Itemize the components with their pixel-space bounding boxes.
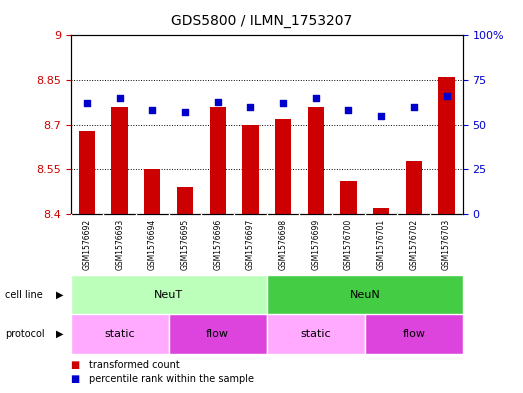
Text: ▶: ▶: [56, 290, 64, 300]
Point: [213, 98, 222, 105]
Text: GSM1576703: GSM1576703: [442, 219, 451, 270]
Bar: [438, 77, 454, 214]
Text: percentile rank within the sample: percentile rank within the sample: [89, 374, 254, 384]
Text: GSM1576695: GSM1576695: [180, 219, 189, 270]
Bar: [242, 125, 258, 214]
Text: flow: flow: [402, 329, 425, 339]
Bar: [210, 107, 226, 214]
Point: [279, 100, 287, 107]
Bar: [79, 131, 95, 214]
Point: [148, 107, 156, 114]
Text: GSM1576702: GSM1576702: [410, 219, 418, 270]
Text: GSM1576694: GSM1576694: [148, 219, 157, 270]
Text: ■: ■: [71, 374, 80, 384]
Bar: [365, 314, 463, 354]
Bar: [168, 314, 267, 354]
Text: ▶: ▶: [56, 329, 64, 339]
Text: GSM1576693: GSM1576693: [115, 219, 124, 270]
Point: [83, 100, 91, 107]
Bar: [308, 107, 324, 214]
Bar: [144, 169, 161, 214]
Point: [410, 104, 418, 110]
Bar: [71, 314, 168, 354]
Point: [246, 104, 255, 110]
Text: protocol: protocol: [5, 329, 45, 339]
Bar: [373, 208, 389, 214]
Bar: [71, 275, 267, 314]
Text: GDS5800 / ILMN_1753207: GDS5800 / ILMN_1753207: [171, 14, 352, 28]
Bar: [111, 107, 128, 214]
Point: [377, 113, 385, 119]
Point: [442, 93, 451, 99]
Text: transformed count: transformed count: [89, 360, 180, 370]
Text: GSM1576692: GSM1576692: [83, 219, 92, 270]
Text: cell line: cell line: [5, 290, 43, 300]
Text: GSM1576697: GSM1576697: [246, 219, 255, 270]
Text: NeuN: NeuN: [349, 290, 380, 300]
Point: [181, 109, 189, 116]
Text: GSM1576701: GSM1576701: [377, 219, 385, 270]
Text: GSM1576700: GSM1576700: [344, 219, 353, 270]
Text: ■: ■: [71, 360, 80, 370]
Text: static: static: [104, 329, 135, 339]
Point: [116, 95, 124, 101]
Text: static: static: [300, 329, 331, 339]
Text: GSM1576698: GSM1576698: [279, 219, 288, 270]
Bar: [275, 119, 291, 214]
Text: GSM1576699: GSM1576699: [311, 219, 320, 270]
Text: flow: flow: [206, 329, 229, 339]
Point: [312, 95, 320, 101]
Bar: [177, 187, 193, 214]
Text: NeuT: NeuT: [154, 290, 183, 300]
Bar: [267, 275, 463, 314]
Text: GSM1576696: GSM1576696: [213, 219, 222, 270]
Bar: [267, 314, 365, 354]
Bar: [340, 182, 357, 214]
Bar: [406, 161, 422, 214]
Point: [344, 107, 353, 114]
